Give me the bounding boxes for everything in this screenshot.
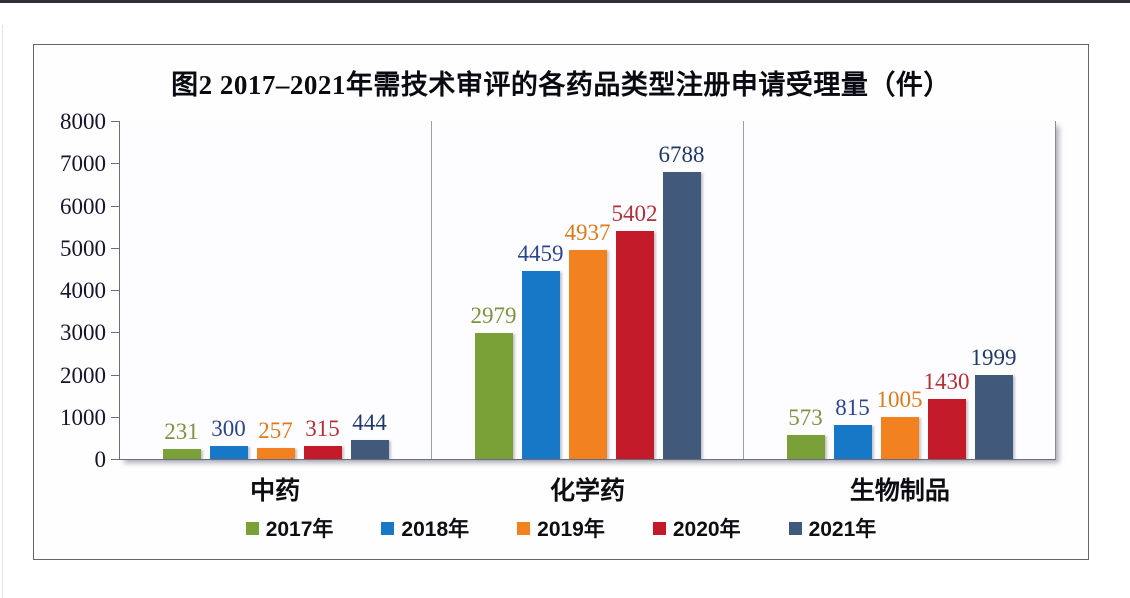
chart-container: 图2 2017–2021年需技术审评的各药品类型注册申请受理量（件） 0 1000… xyxy=(33,44,1089,560)
bar-2018年-化学药: 4459 xyxy=(518,242,564,459)
bar-group-中药: 231 300 257 315 444 xyxy=(120,121,432,459)
ytick-label: 7000 xyxy=(60,151,106,177)
bar-2019年-生物制品: 1005 xyxy=(877,388,923,459)
bar-2020年-生物制品: 1430 xyxy=(924,370,970,459)
bar-value-label: 815 xyxy=(835,394,870,420)
bar-2017年-化学药: 2979 xyxy=(471,304,517,459)
bar-value-label: 573 xyxy=(788,404,823,430)
legend-swatch xyxy=(245,521,259,535)
ytick-label: 6000 xyxy=(60,193,106,219)
bar-2017年-中药: 231 xyxy=(162,420,201,459)
top-border-line xyxy=(0,0,1130,3)
bar-group-化学药: 2979 4459 4937 5402 6788 xyxy=(432,121,744,459)
legend-label: 2018年 xyxy=(401,518,470,541)
left-border-line xyxy=(2,25,3,598)
ytick-label: 0 xyxy=(94,447,107,472)
legend-item-2018年: 2018年 xyxy=(381,513,469,543)
bar-value-label: 257 xyxy=(258,418,293,444)
legend-swatch xyxy=(517,521,531,535)
ytick-mark xyxy=(111,374,119,376)
ytick-label: 2000 xyxy=(60,362,106,388)
bar-value-label: 1999 xyxy=(970,344,1017,370)
bar-2017年-生物制品: 573 xyxy=(786,406,825,459)
bar-2020年-中药: 315 xyxy=(303,417,342,459)
legend-item-2019年: 2019年 xyxy=(517,513,605,543)
ytick-mark xyxy=(111,205,119,207)
bar-2020年-化学药: 5402 xyxy=(612,202,658,459)
bar-2021年-生物制品: 1999 xyxy=(971,346,1017,459)
bar-2021年-中药: 444 xyxy=(350,411,389,459)
bar-2018年-中药: 300 xyxy=(209,417,248,459)
bar-value-label: 1005 xyxy=(876,386,923,412)
legend-item-2021年: 2021年 xyxy=(788,513,877,543)
ytick-mark xyxy=(111,290,119,291)
bar-value-label: 4937 xyxy=(564,220,611,246)
bar-value-label: 444 xyxy=(352,410,387,436)
bar-value-label: 1430 xyxy=(923,368,970,394)
category-label-化学药: 化学药 xyxy=(549,477,625,505)
ytick-label: 8000 xyxy=(60,109,106,134)
bar-value-label: 300 xyxy=(211,416,246,442)
bar-value-label: 6788 xyxy=(658,142,705,168)
legend-label: 2017年 xyxy=(265,518,334,541)
bar-value-label: 2979 xyxy=(470,303,517,329)
legend-item-2020年: 2020年 xyxy=(652,513,741,543)
bar-2019年-中药: 257 xyxy=(256,419,295,459)
chart-title: 图2 2017–2021年需技术审评的各药品类型注册申请受理量（件） xyxy=(171,70,951,100)
ytick-label: 5000 xyxy=(60,235,106,261)
ytick-mark xyxy=(111,163,119,165)
plot-area: 231 300 257 315 444 2979 4459 4937 5402 6788 573 81… xyxy=(119,121,1056,460)
legend-label: 2021年 xyxy=(808,518,877,541)
category-label-中药: 中药 xyxy=(250,477,301,505)
legend-label: 2019年 xyxy=(537,518,605,541)
ytick-label: 1000 xyxy=(60,404,106,430)
category-label-生物制品: 生物制品 xyxy=(849,477,950,505)
ytick-label: 4000 xyxy=(60,278,106,303)
bar-group-生物制品: 573 815 1005 1430 1999 xyxy=(744,121,1055,459)
bar-2018年-生物制品: 815 xyxy=(833,396,872,459)
bar-2021年-化学药: 6788 xyxy=(659,143,705,459)
legend: 2017年 2018年 2019年 2020年 2021年 xyxy=(34,513,1088,543)
ytick-mark xyxy=(111,121,119,122)
legend-item-2017年: 2017年 xyxy=(245,513,334,543)
bar-value-label: 315 xyxy=(305,415,340,441)
legend-swatch xyxy=(652,521,666,535)
bar-value-label: 231 xyxy=(164,419,199,445)
bar-value-label: 4459 xyxy=(517,240,564,266)
bar-value-label: 5402 xyxy=(611,200,658,226)
x-axis-category-labels: 中药 化学药 生物制品 xyxy=(119,471,1056,507)
ytick-mark xyxy=(111,459,119,460)
legend-label: 2020年 xyxy=(672,518,741,541)
ytick-mark xyxy=(111,416,119,418)
legend-swatch xyxy=(381,521,395,535)
bar-2019年-化学药: 4937 xyxy=(565,221,611,459)
legend-swatch xyxy=(788,521,802,535)
ytick-mark xyxy=(111,247,119,249)
ytick-label: 3000 xyxy=(60,320,106,346)
ytick-mark xyxy=(111,332,119,334)
